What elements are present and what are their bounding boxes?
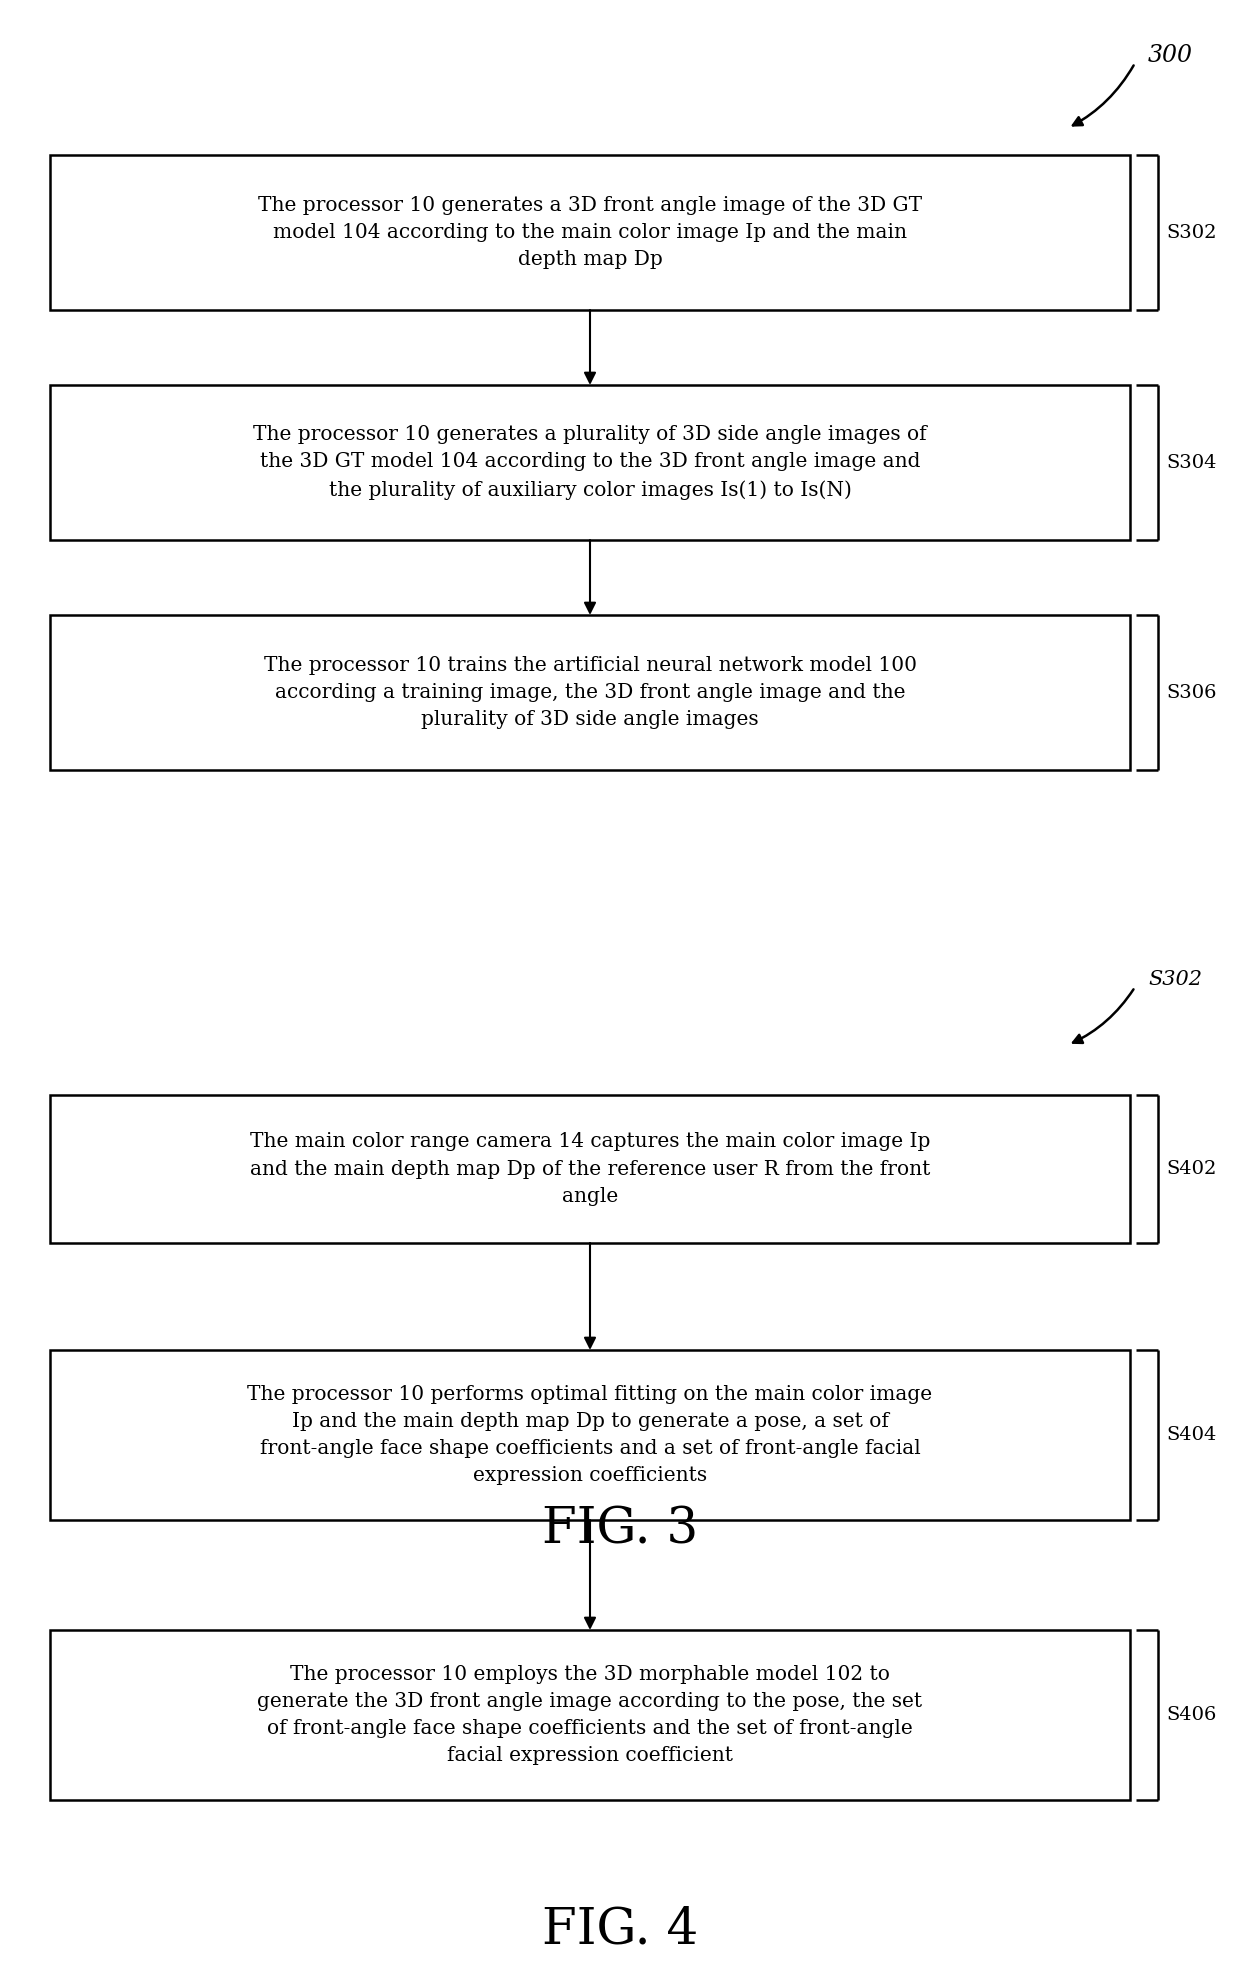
Text: S304: S304 <box>1166 453 1216 472</box>
Text: S306: S306 <box>1166 683 1216 701</box>
Text: FIG. 3: FIG. 3 <box>542 1505 698 1554</box>
Text: The processor 10 generates a plurality of 3D side angle images of
the 3D GT mode: The processor 10 generates a plurality o… <box>253 425 926 500</box>
Text: The processor 10 trains the artificial neural network model 100
according a trai: The processor 10 trains the artificial n… <box>263 655 916 728</box>
Bar <box>50 1350 1130 1521</box>
Bar <box>50 385 1130 540</box>
Text: S404: S404 <box>1166 1425 1216 1443</box>
Bar <box>50 1096 1130 1243</box>
Text: The processor 10 generates a 3D front angle image of the 3D GT
model 104 accordi: The processor 10 generates a 3D front an… <box>258 197 923 270</box>
Bar <box>50 615 1130 770</box>
Text: The processor 10 employs the 3D morphable model 102 to
generate the 3D front ang: The processor 10 employs the 3D morphabl… <box>258 1665 923 1765</box>
Text: S302: S302 <box>1148 969 1202 989</box>
Text: The processor 10 performs optimal fitting on the main color image
Ip and the mai: The processor 10 performs optimal fittin… <box>248 1386 932 1485</box>
Text: The main color range camera 14 captures the main color image Ip
and the main dep: The main color range camera 14 captures … <box>249 1131 930 1205</box>
Text: S302: S302 <box>1166 224 1216 242</box>
Bar <box>50 155 1130 310</box>
Bar <box>50 1630 1130 1800</box>
Text: S402: S402 <box>1166 1159 1216 1177</box>
Text: 300: 300 <box>1148 44 1193 67</box>
Text: S406: S406 <box>1166 1705 1216 1725</box>
Text: FIG. 4: FIG. 4 <box>542 1906 698 1955</box>
